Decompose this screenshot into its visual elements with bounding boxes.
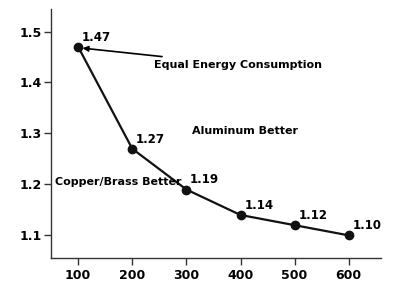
Text: 1.12: 1.12	[298, 209, 327, 222]
Text: 1.47: 1.47	[82, 31, 111, 44]
Text: 1.19: 1.19	[190, 173, 219, 187]
Text: Aluminum Better: Aluminum Better	[192, 126, 298, 136]
Text: 1.27: 1.27	[136, 133, 165, 146]
Text: 1.14: 1.14	[244, 199, 274, 212]
Text: 1.10: 1.10	[353, 219, 382, 232]
Text: Copper/Brass Better: Copper/Brass Better	[55, 177, 182, 187]
Text: Equal Energy Consumption: Equal Energy Consumption	[84, 46, 322, 70]
